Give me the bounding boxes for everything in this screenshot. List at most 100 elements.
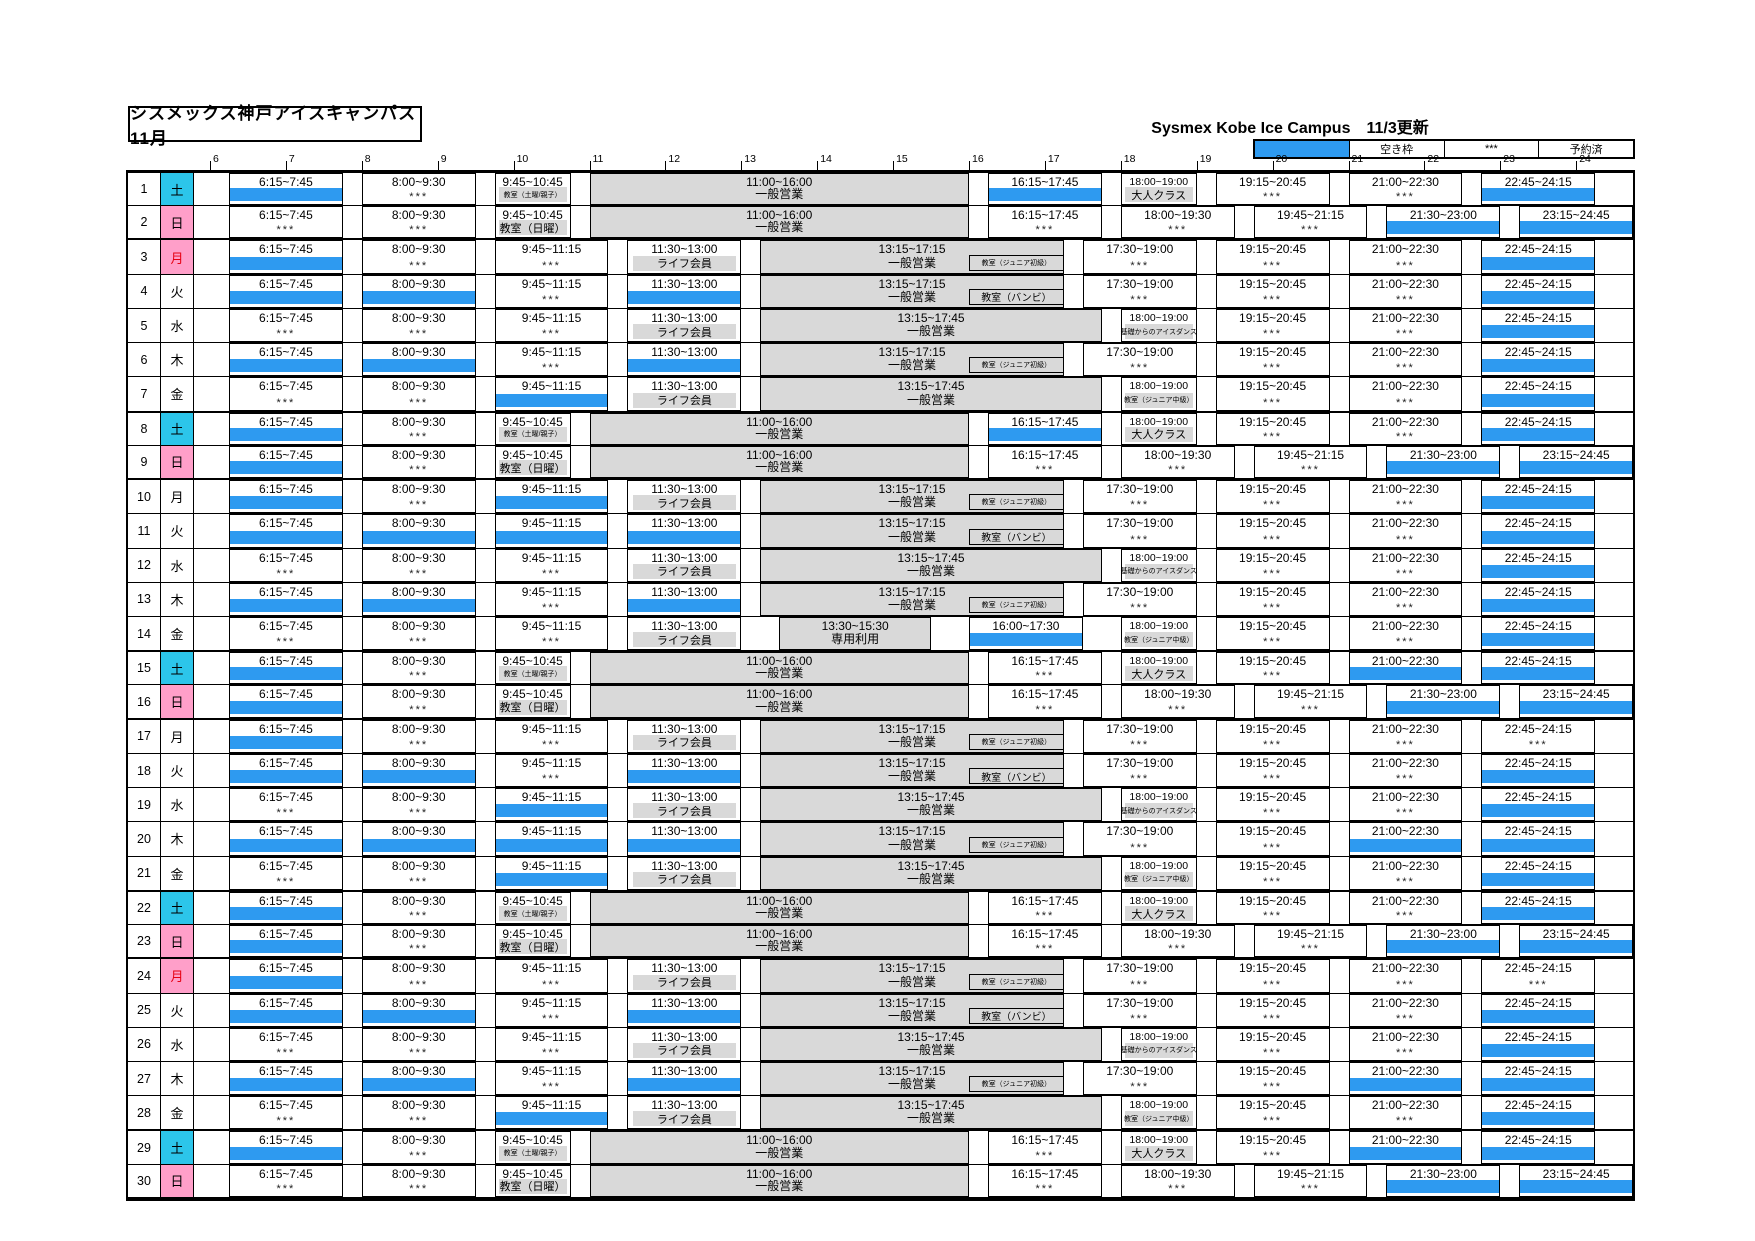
time-slot[interactable]: 6:15~7:45 *** — [228, 788, 343, 822]
time-slot[interactable]: 18:00~19:00 基礎からのアイスダンス — [1121, 548, 1197, 582]
time-slot[interactable]: 11:30~13:00 — [627, 343, 742, 377]
time-slot[interactable]: 16:15~17:45 *** — [987, 206, 1102, 239]
time-slot[interactable]: 6:15~7:45 — [228, 891, 343, 925]
time-slot[interactable]: 13:15~17:45 一般営業 — [760, 377, 1102, 411]
time-slot[interactable]: 13:15~17:45 一般営業 — [760, 1096, 1102, 1130]
time-slot[interactable]: 17:30~19:00 *** — [1082, 240, 1197, 274]
time-slot[interactable]: 9:45~10:45 教室（土曜/親子） — [494, 652, 571, 685]
time-slot[interactable]: 8:00~9:30 *** — [361, 480, 476, 514]
time-slot[interactable]: 17:30~19:00 *** — [1082, 959, 1197, 993]
time-slot[interactable]: 9:45~10:45 教室（土曜/親子） — [494, 412, 571, 445]
time-slot[interactable]: 13:15~17:45 一般営業 — [760, 308, 1102, 343]
time-slot[interactable]: 8:00~9:30 *** — [361, 652, 476, 685]
time-slot[interactable]: 17:30~19:00 *** — [1082, 480, 1197, 514]
time-slot[interactable]: 8:00~9:30 *** — [361, 891, 476, 925]
time-slot[interactable]: 11:00~16:00 一般営業 — [589, 685, 969, 718]
time-slot[interactable]: 16:15~17:45 *** — [987, 1131, 1102, 1164]
time-slot[interactable]: 21:00~22:30 *** — [1348, 377, 1463, 411]
time-slot[interactable]: 21:30~23:00 — [1386, 206, 1501, 239]
time-slot[interactable]: 19:15~20:45 *** — [1215, 652, 1330, 685]
time-slot[interactable]: 6:15~7:45 — [228, 412, 343, 445]
time-slot[interactable]: 6:15~7:45 — [228, 753, 343, 788]
time-slot[interactable]: 9:45~11:15 *** — [494, 548, 609, 582]
time-slot[interactable]: 11:30~13:00 ライフ会員 — [627, 240, 742, 274]
time-slot[interactable]: 21:00~22:30 — [1348, 1061, 1463, 1096]
time-slot[interactable]: 8:00~9:30 *** — [361, 173, 476, 206]
time-slot[interactable]: 8:00~9:30 *** — [361, 788, 476, 822]
time-slot[interactable]: 21:30~23:00 — [1386, 925, 1501, 958]
time-slot[interactable]: 21:30~23:00 — [1386, 445, 1501, 479]
time-slot[interactable]: 9:45~11:15 *** — [494, 582, 609, 616]
time-slot[interactable]: 8:00~9:30 *** — [361, 1027, 476, 1061]
time-slot[interactable]: 21:30~23:00 — [1386, 1164, 1501, 1197]
time-slot[interactable]: 18:00~19:00 大人クラス — [1120, 412, 1197, 445]
time-slot[interactable]: 6:15~7:45 *** — [228, 616, 343, 651]
time-slot[interactable]: 9:45~11:15 *** — [494, 616, 609, 651]
time-slot[interactable]: 17:30~19:00 *** — [1082, 343, 1197, 377]
time-slot[interactable]: 17:30~19:00 *** — [1082, 274, 1197, 308]
time-slot[interactable]: 6:15~7:45 — [228, 343, 343, 377]
time-slot[interactable]: 19:15~20:45 *** — [1215, 343, 1330, 377]
time-slot[interactable]: 11:00~16:00 一般営業 — [589, 1131, 969, 1164]
time-slot[interactable]: 6:15~7:45 — [228, 445, 343, 479]
time-slot[interactable]: 11:00~16:00 一般営業 — [589, 445, 969, 479]
time-slot[interactable]: 9:45~11:15 *** — [494, 1061, 609, 1096]
time-slot[interactable]: 11:30~13:00 — [627, 582, 742, 616]
time-slot[interactable]: 17:30~19:00 *** — [1082, 822, 1197, 856]
time-slot[interactable]: 11:30~13:00 ライフ会員 — [627, 788, 742, 822]
time-slot[interactable]: 19:15~20:45 *** — [1215, 822, 1330, 856]
time-slot[interactable]: 21:00~22:30 *** — [1348, 480, 1463, 514]
time-slot[interactable]: 11:00~16:00 一般営業 — [589, 652, 969, 685]
time-slot[interactable]: 8:00~9:30 — [361, 274, 476, 308]
time-slot[interactable]: 8:00~9:30 *** — [361, 1096, 476, 1130]
time-slot[interactable]: 19:15~20:45 *** — [1215, 959, 1330, 993]
time-slot[interactable]: 8:00~9:30 *** — [361, 1164, 476, 1197]
time-slot[interactable]: 9:45~10:45 教室（日曜） — [494, 206, 571, 239]
time-slot[interactable]: 11:30~13:00 ライフ会員 — [627, 719, 742, 753]
time-slot[interactable]: 19:45~21:15 *** — [1253, 925, 1368, 958]
time-slot[interactable]: 23:15~24:45 — [1519, 445, 1634, 479]
time-slot[interactable]: 9:45~11:15 *** — [494, 343, 609, 377]
time-slot[interactable]: 8:00~9:30 — [361, 514, 476, 548]
time-slot[interactable]: 8:00~9:30 *** — [361, 240, 476, 274]
time-slot[interactable]: 22:45~24:15 — [1481, 343, 1596, 377]
time-slot[interactable]: 8:00~9:30 *** — [361, 548, 476, 582]
time-slot[interactable]: 18:00~19:00 基礎からのアイスダンス — [1121, 308, 1197, 343]
time-slot[interactable]: 8:00~9:30 *** — [361, 719, 476, 753]
time-slot[interactable]: 11:00~16:00 一般営業 — [589, 412, 969, 445]
time-slot[interactable]: 6:15~7:45 — [228, 685, 343, 718]
time-slot[interactable]: 6:15~7:45 — [228, 240, 343, 274]
time-slot[interactable]: 19:15~20:45 *** — [1215, 788, 1330, 822]
time-slot[interactable]: 8:00~9:30 *** — [361, 377, 476, 411]
time-slot[interactable]: 6:15~7:45 — [228, 925, 343, 958]
time-slot[interactable]: 8:00~9:30 *** — [361, 445, 476, 479]
time-slot[interactable]: 11:30~13:00 ライフ会員 — [627, 1096, 742, 1130]
time-slot[interactable]: 22:45~24:15 — [1481, 274, 1596, 308]
time-slot[interactable]: 11:30~13:00 — [627, 274, 742, 308]
time-slot[interactable]: 9:45~11:15 — [494, 377, 609, 411]
time-slot[interactable]: 19:45~21:15 *** — [1253, 445, 1368, 479]
time-slot[interactable]: 19:15~20:45 *** — [1215, 891, 1330, 925]
time-slot[interactable]: 6:15~7:45 *** — [228, 548, 343, 582]
time-slot[interactable]: 23:15~24:45 — [1519, 206, 1634, 239]
time-slot[interactable]: 11:30~13:00 ライフ会員 — [627, 959, 742, 993]
time-slot[interactable]: 8:00~9:30 — [361, 822, 476, 856]
time-slot[interactable]: 13:15~17:45 一般営業 — [760, 856, 1102, 890]
time-slot[interactable]: 9:45~11:15 *** — [494, 1027, 609, 1061]
time-slot[interactable]: 22:45~24:15 — [1481, 1061, 1596, 1096]
time-slot[interactable]: 9:45~11:15 — [494, 822, 609, 856]
time-slot[interactable]: 21:00~22:30 *** — [1348, 548, 1463, 582]
time-slot[interactable]: 9:45~11:15 *** — [494, 753, 609, 788]
time-slot[interactable]: 9:45~11:15 — [494, 1096, 609, 1130]
time-slot[interactable]: 19:15~20:45 *** — [1215, 856, 1330, 890]
time-slot[interactable]: 21:00~22:30 — [1348, 652, 1463, 685]
time-slot[interactable]: 21:00~22:30 *** — [1348, 308, 1463, 343]
time-slot[interactable]: 16:15~17:45 — [987, 412, 1102, 445]
time-slot[interactable]: 22:45~24:15 *** — [1481, 959, 1596, 993]
time-slot[interactable]: 19:15~20:45 *** — [1215, 719, 1330, 753]
time-slot[interactable]: 21:00~22:30 *** — [1348, 993, 1463, 1027]
time-slot[interactable]: 16:15~17:45 *** — [987, 1164, 1102, 1197]
time-slot[interactable]: 6:15~7:45 *** — [228, 1027, 343, 1061]
time-slot[interactable]: 11:30~13:00 — [627, 1061, 742, 1096]
time-slot[interactable]: 11:00~16:00 一般営業 — [589, 891, 969, 925]
